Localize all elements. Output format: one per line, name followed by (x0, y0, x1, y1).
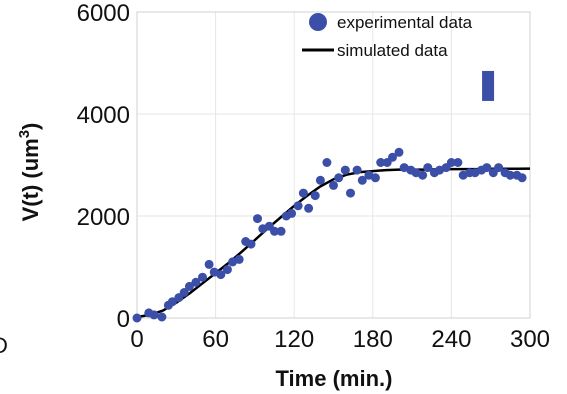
gridlines (136, 11, 531, 319)
data-point (293, 201, 303, 211)
y-axis-label-superscript: 3 (16, 130, 33, 138)
data-point (234, 254, 244, 264)
data-point (298, 188, 308, 198)
data-point (446, 158, 456, 167)
x-tick-label: 300 (510, 326, 550, 353)
data-point (334, 173, 344, 183)
data-point (329, 180, 338, 190)
data-point (346, 188, 355, 198)
data-point (246, 239, 256, 249)
plot-border (136, 11, 531, 319)
data-point (352, 165, 362, 175)
x-tick-label: 0 (130, 326, 143, 353)
y-tick-label: 2000 (77, 204, 130, 231)
y-tick-label: 0 (117, 306, 130, 333)
data-point (315, 175, 325, 185)
data-point (222, 265, 232, 275)
data-point (394, 147, 404, 157)
data-point (179, 288, 189, 297)
data-point (482, 163, 492, 173)
data-point (517, 173, 527, 183)
data-point (340, 165, 350, 175)
data-point (287, 208, 297, 218)
y-axis-label-main: V(t) (um (18, 138, 43, 221)
x-tick-label: 240 (431, 326, 471, 353)
y-axis-ticks: 0 2000 4000 6000 (77, 0, 130, 333)
y-axis-label-close: ) (18, 123, 43, 130)
data-point (418, 170, 428, 180)
data-point (132, 313, 142, 323)
data-point (198, 272, 207, 282)
data-point (157, 312, 167, 322)
data-point (204, 259, 214, 269)
legend-label-experimental: experimental data (337, 13, 473, 32)
x-tick-label: 120 (274, 326, 314, 353)
legend-label-simulated: simulated data (337, 41, 448, 60)
data-point (191, 277, 201, 287)
data-point (216, 270, 226, 280)
legend-scatter-marker (309, 13, 327, 31)
data-point (167, 297, 177, 307)
plot-frame (136, 11, 531, 319)
data-point (376, 158, 386, 167)
data-point (270, 226, 279, 236)
data-point (253, 214, 262, 224)
simulated-data-line (136, 167, 531, 319)
data-point (494, 163, 504, 173)
annotation-marker (482, 70, 495, 101)
data-point (388, 152, 397, 162)
x-tick-label: 180 (353, 326, 393, 353)
x-tick-label: 60 (202, 326, 229, 353)
data-point (505, 170, 515, 180)
data-point (357, 175, 367, 185)
x-axis-ticks: 0 60 120 180 240 300 (130, 326, 550, 353)
y-tick-label: 4000 (77, 102, 130, 129)
simulated-data-path (136, 167, 531, 319)
data-point (310, 191, 320, 201)
x-axis-label: Time (min.) (276, 366, 393, 391)
data-point (322, 158, 332, 167)
data-point (276, 226, 286, 236)
data-point (370, 173, 380, 183)
data-point (453, 158, 463, 167)
data-point (423, 163, 433, 173)
y-tick-label: 6000 (77, 0, 130, 27)
data-point (184, 281, 194, 291)
legend: experimental data simulated data (302, 13, 473, 60)
data-point (304, 203, 314, 213)
panel-letter: D (0, 333, 8, 358)
annotation-bar (482, 70, 495, 101)
experimental-data-points (132, 147, 527, 323)
data-point (149, 310, 159, 320)
y-axis-label: V(t) (um3) (16, 123, 43, 222)
